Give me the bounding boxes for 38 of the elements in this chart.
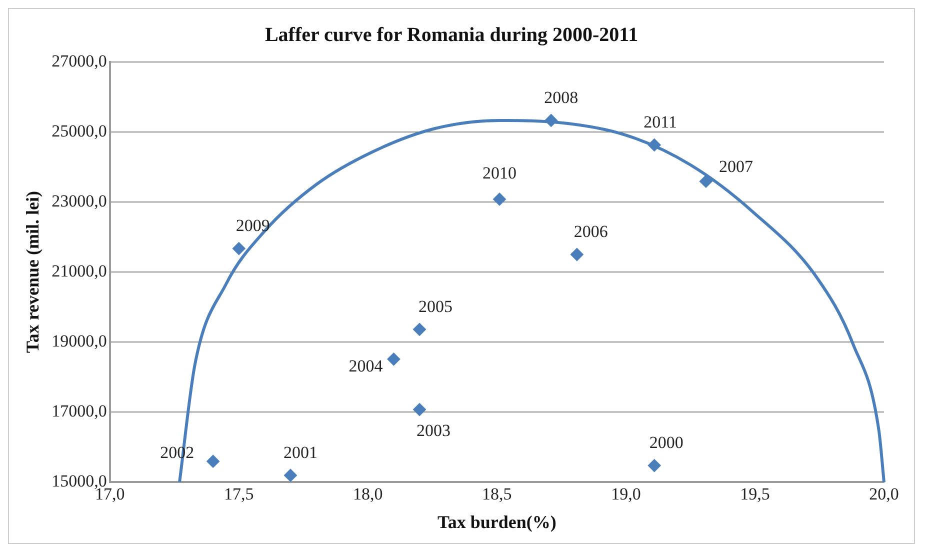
y-tick-label: 17000,0 bbox=[52, 401, 107, 420]
point bbox=[413, 322, 426, 336]
annotation: 2006 bbox=[574, 222, 608, 241]
x-axis-title: Tax burden(%) bbox=[437, 512, 556, 532]
annotation: 2000 bbox=[649, 433, 684, 452]
annotation: 2009 bbox=[236, 216, 270, 236]
annotation: 2005 bbox=[418, 296, 453, 316]
annotation: 2001 bbox=[283, 442, 318, 462]
point bbox=[232, 242, 246, 256]
point bbox=[544, 114, 558, 127]
point bbox=[413, 403, 426, 416]
annotation: 2004 bbox=[348, 356, 384, 376]
y-tick-label: 21000,0 bbox=[52, 261, 107, 280]
x-tick-label: 20,0 bbox=[869, 484, 899, 504]
y-axis-title: Tax revenue (mil. lei) bbox=[22, 191, 42, 353]
point bbox=[284, 468, 297, 482]
annotation: 2011 bbox=[644, 112, 678, 132]
y-tick-label: 19000,0 bbox=[52, 331, 107, 350]
x-tick-label: 19,0 bbox=[611, 484, 641, 504]
point bbox=[387, 352, 400, 366]
x-tick-label: 18,0 bbox=[353, 484, 383, 504]
y-tick-label: 23000,0 bbox=[52, 191, 107, 210]
point bbox=[648, 459, 661, 472]
annotation: 2008 bbox=[544, 88, 578, 107]
annotation: 2007 bbox=[718, 156, 754, 176]
y-tick-label: 25000,0 bbox=[52, 121, 107, 140]
x-tick-label: 19,5 bbox=[740, 484, 770, 504]
chart-title: Laffer curve for Romania during 2000-2011 bbox=[264, 24, 638, 46]
x-tick-label: 18,5 bbox=[482, 484, 512, 504]
annotation: 2010 bbox=[482, 164, 517, 183]
point bbox=[206, 454, 220, 468]
point bbox=[493, 192, 506, 206]
point bbox=[699, 174, 712, 188]
point bbox=[570, 248, 584, 261]
x-tick-label: 17,5 bbox=[224, 484, 254, 504]
annotation: 2003 bbox=[416, 421, 451, 440]
y-tick-label: 27000,0 bbox=[52, 51, 107, 70]
point bbox=[648, 138, 661, 152]
